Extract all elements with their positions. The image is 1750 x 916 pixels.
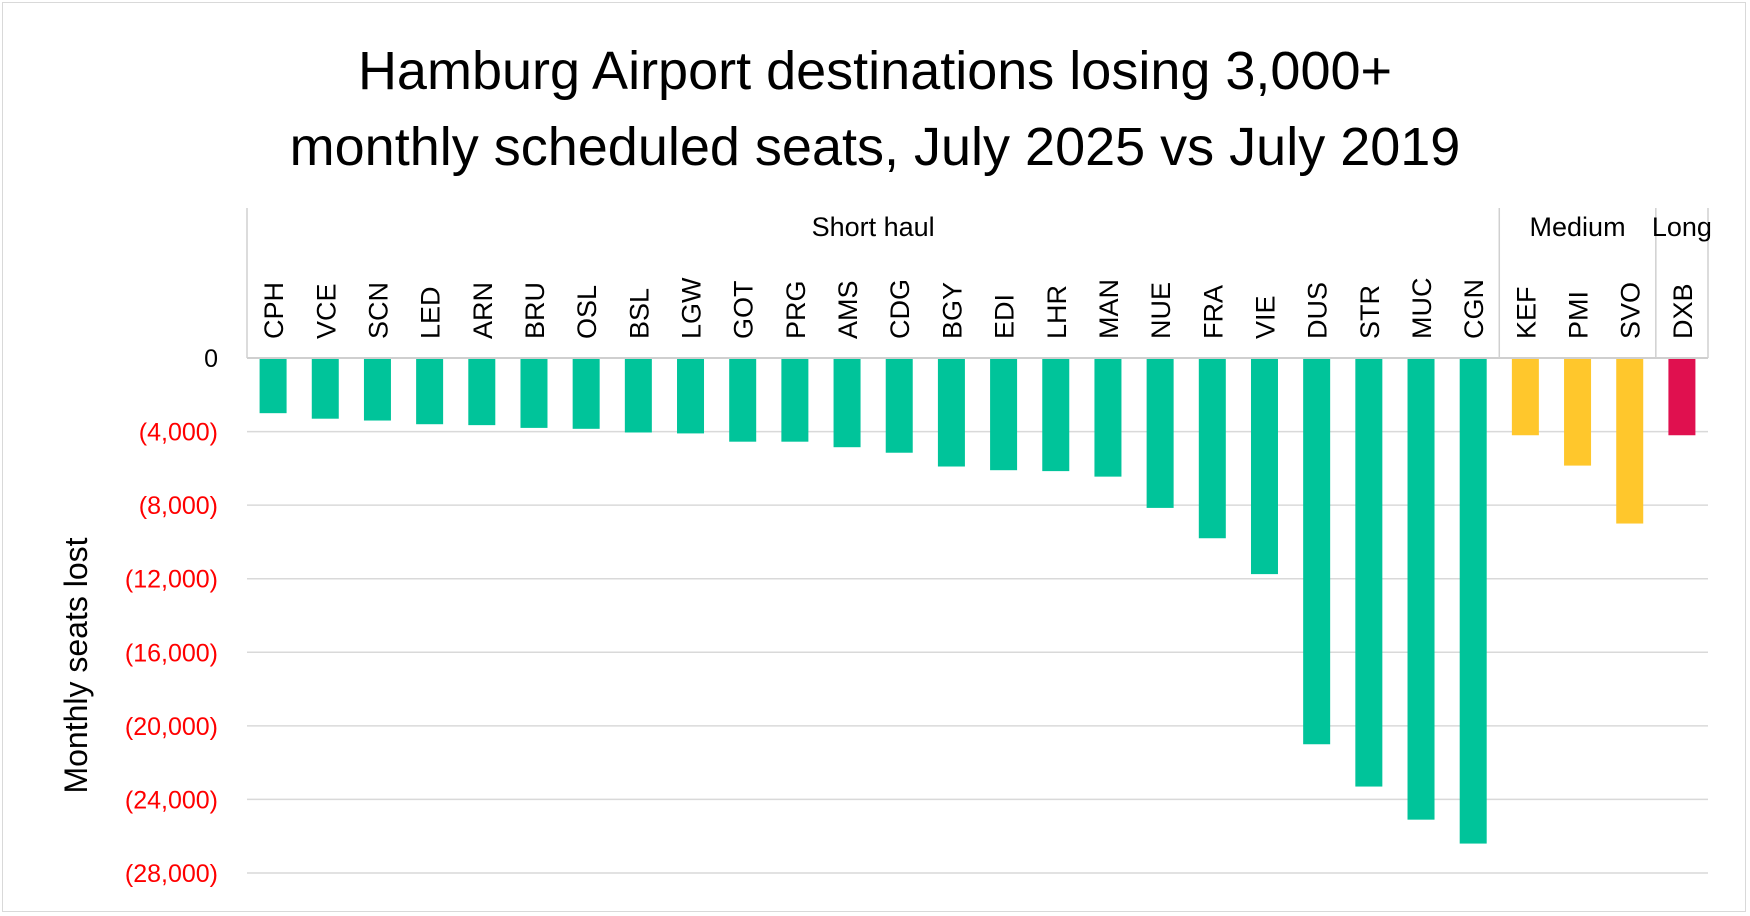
group-label: Short haul xyxy=(812,212,935,242)
bar xyxy=(833,359,861,448)
bar xyxy=(1355,359,1383,787)
category-label: LHR xyxy=(1042,285,1072,339)
category-label: VIE xyxy=(1250,295,1280,339)
category-label: BRU xyxy=(520,282,550,339)
category-label: MAN xyxy=(1094,279,1124,339)
bar xyxy=(677,359,705,434)
category-label: KEF xyxy=(1511,286,1541,339)
bar xyxy=(937,359,965,467)
category-label: LGW xyxy=(677,277,707,339)
bar xyxy=(572,359,600,429)
bar xyxy=(468,359,496,426)
category-label: PMI xyxy=(1564,291,1594,339)
category-label: BSL xyxy=(624,288,654,339)
bar xyxy=(1459,359,1487,844)
chart-title: Hamburg Airport destinations losing 3,00… xyxy=(358,41,1392,101)
bar xyxy=(259,359,287,414)
group-label: Long xyxy=(1652,212,1712,242)
bar xyxy=(1564,359,1592,466)
y-tick-label: (8,000) xyxy=(139,492,218,520)
bar xyxy=(1668,359,1696,436)
bar xyxy=(1042,359,1070,472)
category-label: EDI xyxy=(990,294,1020,339)
category-label: AMS xyxy=(833,280,863,339)
bar xyxy=(1407,359,1435,820)
category-label: CGN xyxy=(1459,279,1489,339)
bar xyxy=(1198,359,1226,539)
bar xyxy=(1094,359,1122,477)
category-label: GOT xyxy=(729,281,759,340)
category-label: STR xyxy=(1355,285,1385,339)
y-tick-label: (28,000) xyxy=(125,860,218,888)
bar xyxy=(990,359,1018,471)
category-label: OSL xyxy=(572,285,602,339)
category-label: VCE xyxy=(311,283,341,339)
category-label: DXB xyxy=(1668,283,1698,339)
bar xyxy=(624,359,652,433)
bar xyxy=(1146,359,1174,508)
category-label: LED xyxy=(416,286,446,339)
y-tick-label: (20,000) xyxy=(125,713,218,741)
category-label: MUC xyxy=(1407,278,1437,340)
y-tick-label: (12,000) xyxy=(125,566,218,594)
category-label: CPH xyxy=(259,282,289,339)
category-label: PRG xyxy=(781,280,811,339)
bar xyxy=(781,359,809,442)
bar xyxy=(885,359,913,453)
bar xyxy=(416,359,444,425)
chart-title-line-2: monthly scheduled seats, July 2025 vs Ju… xyxy=(290,117,1461,177)
bar xyxy=(520,359,548,428)
bar xyxy=(1250,359,1278,575)
category-label: BGY xyxy=(937,282,967,339)
category-label: NUE xyxy=(1146,282,1176,339)
y-tick-label: (24,000) xyxy=(125,786,218,814)
category-label: CDG xyxy=(885,279,915,339)
bar xyxy=(1616,359,1644,524)
category-label: SVO xyxy=(1616,282,1646,339)
category-label: DUS xyxy=(1303,282,1333,339)
category-label: ARN xyxy=(468,282,498,339)
group-label: Medium xyxy=(1530,212,1626,242)
bar xyxy=(363,359,391,421)
bar xyxy=(311,359,339,419)
bar xyxy=(1511,359,1539,436)
bar xyxy=(1303,359,1331,745)
y-tick-label: (16,000) xyxy=(125,639,218,667)
category-label: FRA xyxy=(1198,285,1228,339)
chart: Hamburg Airport destinations losing 3,00… xyxy=(58,41,1712,888)
y-tick-label: (4,000) xyxy=(139,419,218,447)
y-axis-label: Monthly seats lost xyxy=(58,537,94,793)
bar xyxy=(729,359,757,442)
y-tick-label: 0 xyxy=(204,345,218,373)
category-label: SCN xyxy=(363,282,393,339)
